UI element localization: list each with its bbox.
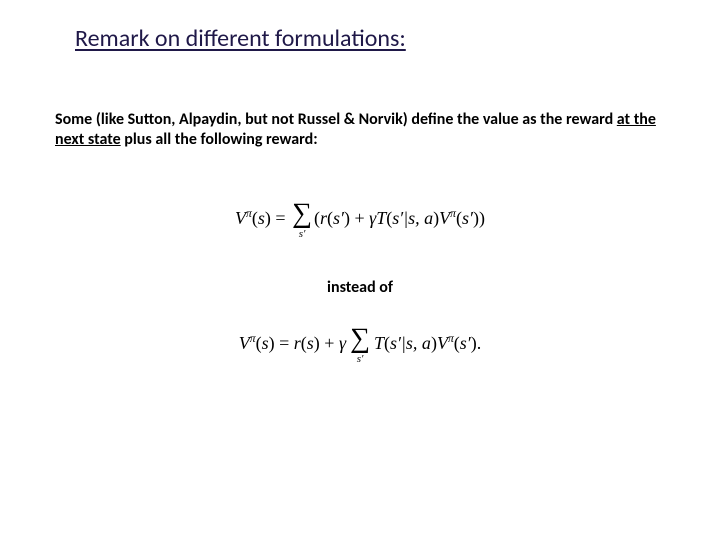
r2: r [294,333,301,353]
v2b: V [437,333,448,353]
sum2-sub: s′ [350,354,370,365]
period: . [477,333,482,353]
plus1: + [350,208,369,228]
slide-title: Remark on different formulations: [75,24,406,53]
v1b: V [239,333,250,353]
s1: s [258,208,265,228]
close1: )) [473,208,485,228]
t2: T [374,333,384,353]
body-post: plus all the following reward: [121,130,318,149]
v1: V [235,208,246,228]
formula-2-math: Vπ(s) = r(s) + γ∑s′T(s′|s, a)Vπ(s′). [239,333,482,353]
body-paragraph: Some (like Sutton, Alpaydin, but not Rus… [55,110,660,150]
rarg2: s [307,333,314,353]
plus2: + [320,333,339,353]
sigma-icon: ∑ [292,200,312,228]
eq2: = [275,333,294,353]
sum1-sub: s′ [292,229,312,240]
v2a: V [439,208,450,228]
rarg1: s′ [333,208,344,228]
slide: Remark on different formulations: Some (… [0,0,720,540]
targ1: s′|s, a [392,208,433,228]
v2arg2: s′ [460,333,471,353]
s2: s [262,333,269,353]
v2arg1: s′ [462,208,473,228]
instead-text: instead of [0,278,720,297]
sum1: ∑s′ [292,200,312,240]
formula-1: Vπ(s) = ∑s′(r(s′) + γT(s′|s, a)Vπ(s′)) [0,200,720,240]
eq1: = [271,208,290,228]
formula-1-math: Vπ(s) = ∑s′(r(s′) + γT(s′|s, a)Vπ(s′)) [235,208,485,228]
r1: r [320,208,327,228]
sigma-icon-2: ∑ [350,325,370,353]
sum2: ∑s′ [350,325,370,365]
formula-2: Vπ(s) = r(s) + γ∑s′T(s′|s, a)Vπ(s′). [0,325,720,365]
targ2: s′|s, a [390,333,431,353]
t1: T [376,208,386,228]
body-pre: Some (like Sutton, Alpaydin, but not Rus… [55,110,617,129]
gamma2: γ [339,333,346,353]
